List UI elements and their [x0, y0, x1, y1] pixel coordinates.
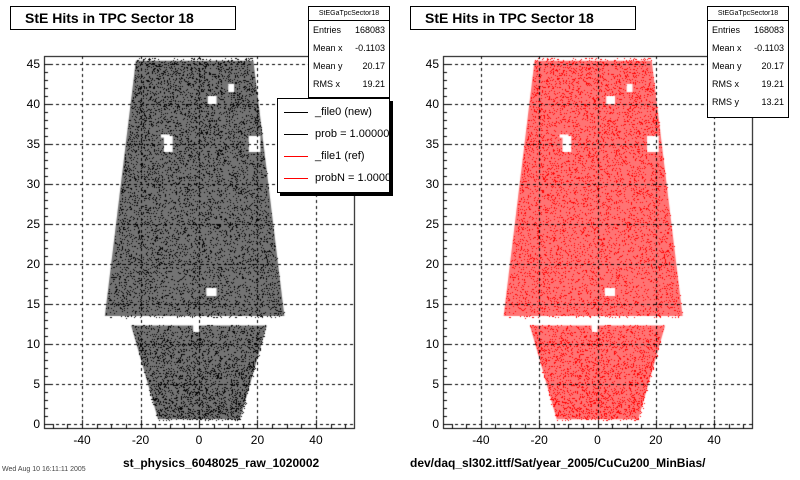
legend-line — [284, 178, 308, 179]
stats-row: RMS y 13.21 — [708, 93, 788, 111]
right-x-axis-label: dev/daq_sl302.ittf/Sat/year_2005/CuCu200… — [410, 456, 706, 470]
legend-label: probN = 1.000000 — [315, 172, 390, 184]
stats-label: Mean x — [313, 43, 343, 53]
stats-label: Mean y — [313, 61, 343, 71]
legend-line — [284, 134, 308, 135]
stats-row: Mean x -0.1103 — [708, 39, 788, 57]
footer-timestamp: Wed Aug 10 16:11:11 2005 — [2, 466, 86, 473]
legend-entry: prob = 1.000000 — [278, 123, 389, 145]
legend-entry: _file0 (new) — [278, 101, 389, 123]
stats-value: 13.21 — [761, 97, 784, 107]
stats-row: RMS x 19.21 — [708, 75, 788, 93]
stats-value: -0.1103 — [754, 43, 784, 53]
stats-row: Mean x -0.1103 — [309, 39, 389, 57]
stats-value: 168083 — [354, 25, 385, 35]
stats-value: 20.17 — [761, 61, 784, 71]
stats-label: RMS x — [712, 79, 739, 89]
stats-row: Entries 168083 — [309, 21, 389, 39]
legend: _file0 (new) prob = 1.000000 _file1 (ref… — [277, 98, 390, 193]
stats-value: 168083 — [753, 25, 784, 35]
legend-line — [284, 156, 308, 157]
stats-label: Mean y — [712, 61, 742, 71]
stats-title: StEGaTpcSector18 — [708, 7, 788, 21]
legend-entry: _file1 (ref) — [278, 145, 389, 167]
stats-row: Mean y 20.17 — [708, 57, 788, 75]
stats-value: -0.1103 — [355, 43, 385, 53]
stats-label: Mean x — [712, 43, 742, 53]
legend-label: _file0 (new) — [315, 106, 372, 118]
stats-value: 20.17 — [362, 61, 385, 71]
left-stats-box: StEGaTpcSector18 Entries 168083 Mean x -… — [308, 6, 390, 98]
stats-row: RMS x 19.21 — [309, 75, 389, 93]
legend-label: prob = 1.000000 — [315, 128, 390, 140]
left-plot-title: StE Hits in TPC Sector 18 — [10, 6, 236, 30]
left-x-axis-label: st_physics_6048025_raw_1020002 — [123, 456, 320, 470]
legend-line — [284, 112, 308, 113]
legend-label: _file1 (ref) — [315, 150, 365, 162]
legend-entry: probN = 1.000000 — [278, 167, 389, 189]
stats-label: RMS x — [313, 79, 340, 89]
stats-row: Entries 168083 — [708, 21, 788, 39]
right-plot-title: StE Hits in TPC Sector 18 — [410, 6, 636, 30]
stats-value: 19.21 — [761, 79, 784, 89]
stats-row: Mean y 20.17 — [309, 57, 389, 75]
right-stats-box: StEGaTpcSector18 Entries 168083 Mean x -… — [707, 6, 789, 118]
stats-label: Entries — [313, 25, 342, 35]
stats-value: 19.21 — [362, 79, 385, 89]
stats-label: Entries — [712, 25, 741, 35]
stats-title: StEGaTpcSector18 — [309, 7, 389, 21]
stats-label: RMS y — [712, 97, 739, 107]
